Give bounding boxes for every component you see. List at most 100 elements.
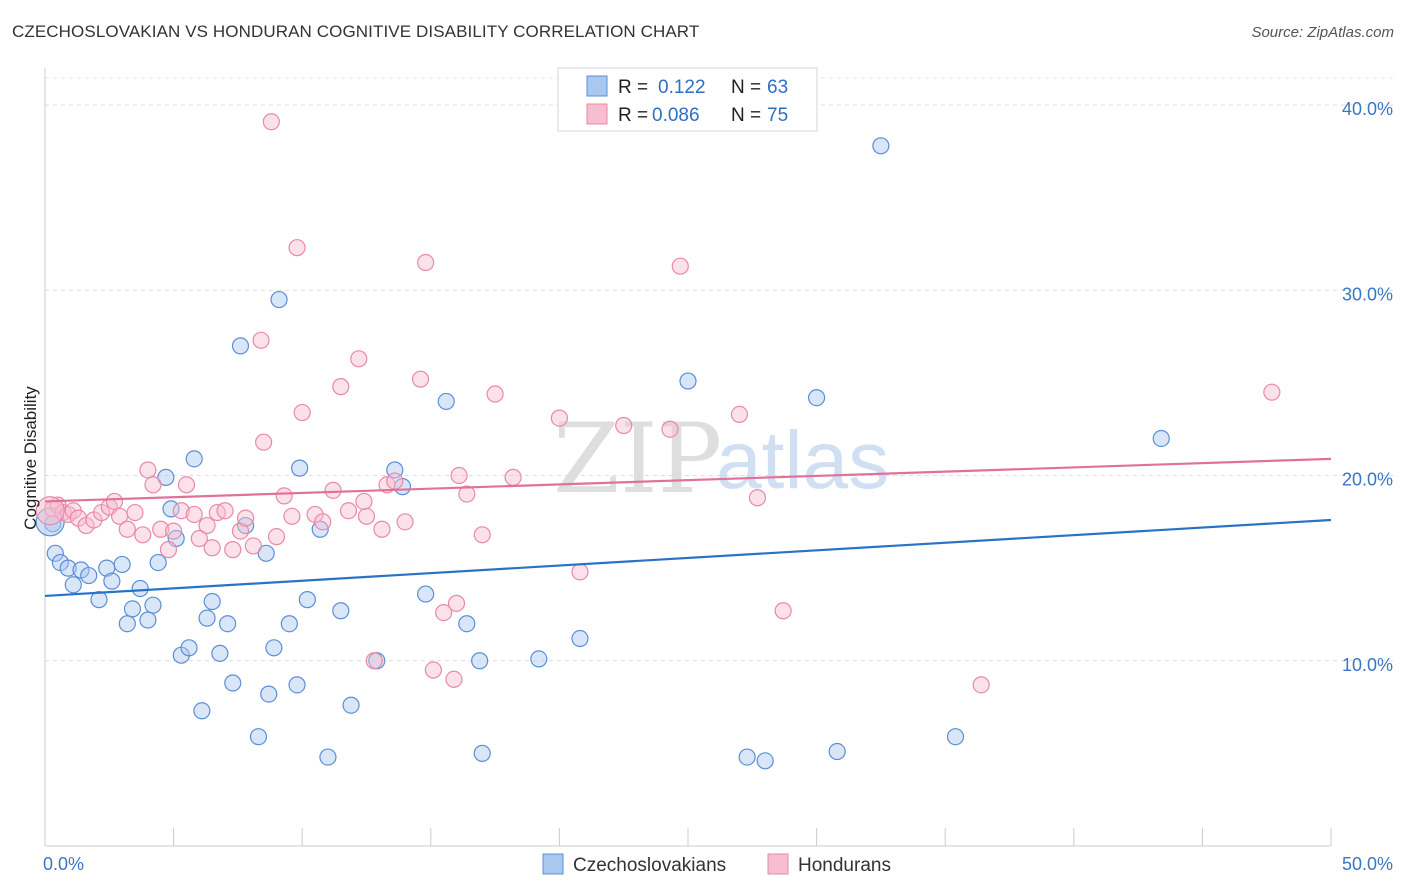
bottom-legend-swatch-czechoslovakians: [542, 853, 564, 875]
czechoslovakians-point-16: [149, 553, 167, 572]
czechoslovakians-point-52: [530, 650, 548, 668]
hondurans-point-24: [198, 516, 216, 535]
czechoslovakians-point-12: [123, 600, 142, 618]
czechoslovakians-point-4: [64, 576, 82, 594]
hondurans-point-34: [262, 113, 280, 131]
czechoslovakians-point-6: [80, 566, 98, 585]
hondurans-point-56: [445, 670, 463, 688]
czechoslovakians-point-42: [332, 602, 350, 620]
hondurans-point-32: [252, 331, 270, 349]
hondurans-point-70: [972, 676, 990, 694]
hondurans-point-30: [237, 509, 255, 527]
czechoslovakians-point-14: [139, 611, 157, 629]
hondurans-point-74: [35, 496, 65, 526]
y-axis-title: Cognitive Disability: [21, 386, 40, 530]
czechoslovakians-point-11: [118, 615, 136, 633]
hondurans-point-17: [152, 520, 170, 538]
legend-box: R = 0.122 N = 63 R = 0.086 N = 75: [557, 67, 818, 132]
hondurans-point-39: [293, 403, 311, 422]
czechoslovakians-point-61: [1152, 429, 1170, 448]
czechoslovakians-point-36: [280, 615, 298, 633]
hondurans-point-41: [314, 513, 332, 531]
hondurans-point-10: [105, 492, 124, 511]
legend-n-label-2: N =: [731, 105, 761, 126]
hondurans-point-18: [159, 541, 178, 559]
czechoslovakians-point-60: [946, 728, 965, 746]
czechoslovakians-trend-line: [44, 518, 1332, 598]
hondurans-point-55: [435, 603, 453, 622]
hondurans-point-46: [357, 507, 376, 525]
legend-n-value-2: 75: [767, 105, 788, 126]
czechoslovakians-point-33: [260, 685, 278, 703]
hondurans-point-37: [283, 507, 301, 525]
czechoslovakians-point-7: [90, 591, 108, 609]
czechoslovakians-point-56: [756, 752, 774, 770]
czechoslovakians-point-57: [807, 389, 826, 407]
y-tick-label-10: 10.0%: [1342, 655, 1393, 675]
czechoslovakians-point-10: [113, 555, 131, 574]
czechoslovakians-point-9: [103, 572, 121, 590]
hondurans-point-35: [267, 528, 286, 546]
hondurans-point-64: [615, 416, 633, 435]
czechoslovakians-point-28: [224, 674, 242, 692]
hondurans-point-36: [275, 487, 293, 505]
hondurans-point-51: [396, 513, 414, 531]
czechoslovakians-point-21: [180, 639, 198, 657]
hondurans-point-15: [139, 461, 157, 479]
x-tick-label-min: 0.0%: [43, 854, 84, 874]
hondurans-point-66: [671, 257, 689, 275]
legend-swatch-hondurans: [586, 103, 608, 125]
trend-lines: [44, 457, 1332, 598]
legend-swatch-czechoslovakians: [586, 75, 608, 97]
czechoslovakians-point-58: [828, 742, 846, 761]
hondurans-point-23: [190, 529, 208, 548]
hondurans-point-44: [339, 502, 358, 520]
chart-title: CZECHOSLOVAKIAN VS HONDURAN COGNITIVE DI…: [12, 22, 700, 41]
hondurans-point-61: [504, 468, 522, 486]
hondurans-point-69: [774, 602, 792, 620]
czechoslovakians-point-41: [319, 748, 337, 766]
watermark-zip: ZIP: [553, 403, 722, 515]
hondurans-point-73: [450, 466, 468, 485]
hondurans-point-57: [447, 594, 466, 612]
hondurans-point-42: [324, 481, 342, 499]
hondurans-point-13: [126, 503, 144, 522]
czechoslovakians-point-31: [249, 728, 268, 746]
y-tick-label-30: 30.0%: [1342, 284, 1393, 304]
legend-n-label-1: N =: [731, 77, 761, 98]
legend-r-label-1: R =: [618, 77, 648, 98]
czechoslovakians-point-1: [46, 544, 64, 562]
czechoslovakians-point-55: [738, 748, 756, 766]
hondurans-point-58: [458, 485, 476, 503]
bottom-legend-label-czechoslovakians: Czechoslovakians: [573, 855, 726, 876]
bottom-legend-swatch-hondurans: [767, 853, 789, 875]
gridlines: [45, 77, 1394, 662]
hondurans-point-27: [216, 502, 234, 520]
hondurans-point-72: [355, 492, 373, 511]
hondurans-point-63: [571, 563, 589, 581]
czechoslovakians-point-23: [193, 702, 211, 720]
hondurans-point-25: [203, 539, 221, 557]
hondurans-point-67: [730, 405, 749, 423]
hondurans-point-14: [134, 526, 152, 544]
hondurans-point-68: [748, 489, 767, 507]
watermark: ZIP atlas: [553, 403, 889, 515]
czechoslovakians-point-13: [131, 579, 149, 598]
czechoslovakians-point-51: [473, 744, 491, 762]
czechoslovakians-point-37: [288, 676, 306, 694]
czechoslovakians-point-53: [571, 629, 589, 648]
czechoslovakians-point-32: [257, 544, 275, 562]
hondurans-trend-line: [44, 457, 1332, 503]
hondurans-point-43: [332, 378, 350, 396]
czechoslovakians-point-25: [203, 592, 221, 611]
czechoslovakians-point-3: [59, 559, 77, 577]
czechoslovakians-point-38: [291, 459, 309, 477]
y-tick-label-20: 20.0%: [1342, 470, 1393, 490]
hondurans-point-71: [1263, 383, 1281, 401]
bottom-legend: Czechoslovakians Hondurans: [542, 853, 891, 876]
czechoslovakians-point-48: [437, 392, 455, 411]
czechoslovakians-point-39: [298, 591, 316, 609]
czechoslovakians-point-26: [211, 644, 229, 662]
hondurans-point-47: [365, 652, 383, 670]
czechoslovakians-point-15: [144, 596, 162, 614]
